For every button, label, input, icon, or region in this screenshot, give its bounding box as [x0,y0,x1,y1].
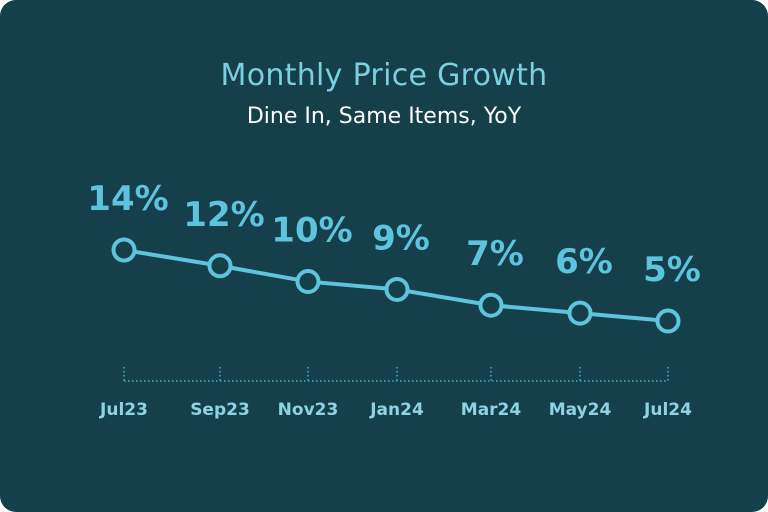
x-tick-label: May24 [549,400,612,420]
data-point-marker [384,276,410,302]
x-tick-label: Jan24 [369,400,424,420]
data-labels: 14% 12% 10% 9% 7% 6% 5% [87,179,701,290]
data-point-marker [655,308,681,334]
data-point-marker [478,292,504,318]
data-point-label: 14% [87,179,168,219]
chart-title: Monthly Price Growth [220,58,548,93]
data-point-marker [567,300,593,326]
data-point-label: 6% [555,242,613,282]
x-tick-label: Sep23 [190,400,250,420]
data-point-label: 9% [372,218,430,258]
chart-subtitle: Dine In, Same Items, YoY [246,104,522,129]
x-tick-label: Nov23 [278,400,339,420]
data-series [111,237,681,334]
data-point-marker [295,269,321,295]
x-tick-label: Jul23 [99,400,148,420]
data-point-marker [111,237,137,263]
x-tick-label: Mar24 [461,400,522,420]
x-axis-labels: Jul23 Sep23 Nov23 Jan24 Mar24 May24 Jul24 [99,400,692,420]
data-point-label: 7% [466,234,524,274]
data-point-marker [207,253,233,279]
data-point-label: 10% [271,211,352,251]
x-axis [123,367,669,382]
x-tick-label: Jul24 [643,400,692,420]
data-point-label: 5% [643,250,701,290]
data-point-label: 12% [183,195,264,235]
